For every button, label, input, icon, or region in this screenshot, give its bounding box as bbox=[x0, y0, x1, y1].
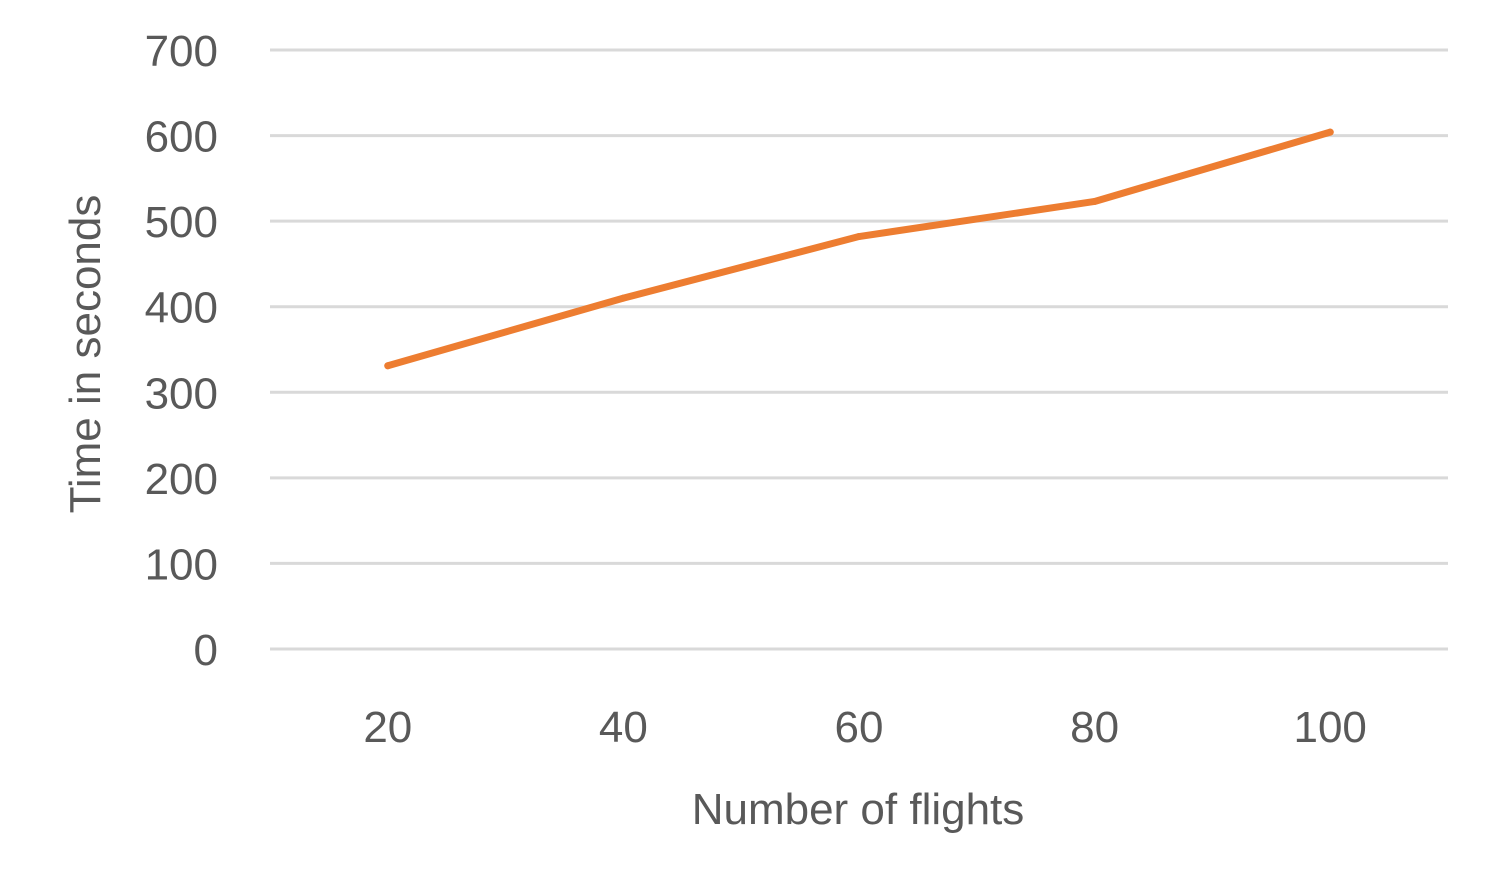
y-tick-label: 0 bbox=[194, 626, 218, 675]
series-layer bbox=[384, 128, 1334, 370]
x-axis-title: Number of flights bbox=[692, 785, 1025, 834]
y-tick-label: 700 bbox=[145, 27, 218, 76]
x-tick-label: 80 bbox=[1070, 703, 1119, 752]
x-tick-label: 40 bbox=[599, 703, 648, 752]
series-line bbox=[384, 128, 1334, 370]
data-point bbox=[1326, 128, 1334, 136]
x-tick-label: 20 bbox=[363, 703, 412, 752]
x-tick-label: 60 bbox=[835, 703, 884, 752]
y-tick-label: 300 bbox=[145, 369, 218, 418]
data-point bbox=[619, 294, 627, 302]
y-tick-label: 500 bbox=[145, 198, 218, 247]
data-point bbox=[384, 362, 392, 370]
x-tick-label: 100 bbox=[1293, 703, 1366, 752]
y-tick-label: 400 bbox=[145, 284, 218, 333]
y-tick-label: 600 bbox=[145, 113, 218, 162]
y-tick-label: 200 bbox=[145, 455, 218, 504]
y-axis-title: Time in seconds bbox=[61, 195, 110, 514]
data-point bbox=[855, 233, 863, 241]
gridlines bbox=[270, 48, 1448, 651]
data-point bbox=[1091, 197, 1099, 205]
y-axis-tick-labels: 0 100 200 300 400 500 600 700 bbox=[145, 27, 218, 675]
x-axis-tick-labels: 20 40 60 80 100 bbox=[363, 703, 1367, 752]
y-tick-label: 100 bbox=[145, 540, 218, 589]
